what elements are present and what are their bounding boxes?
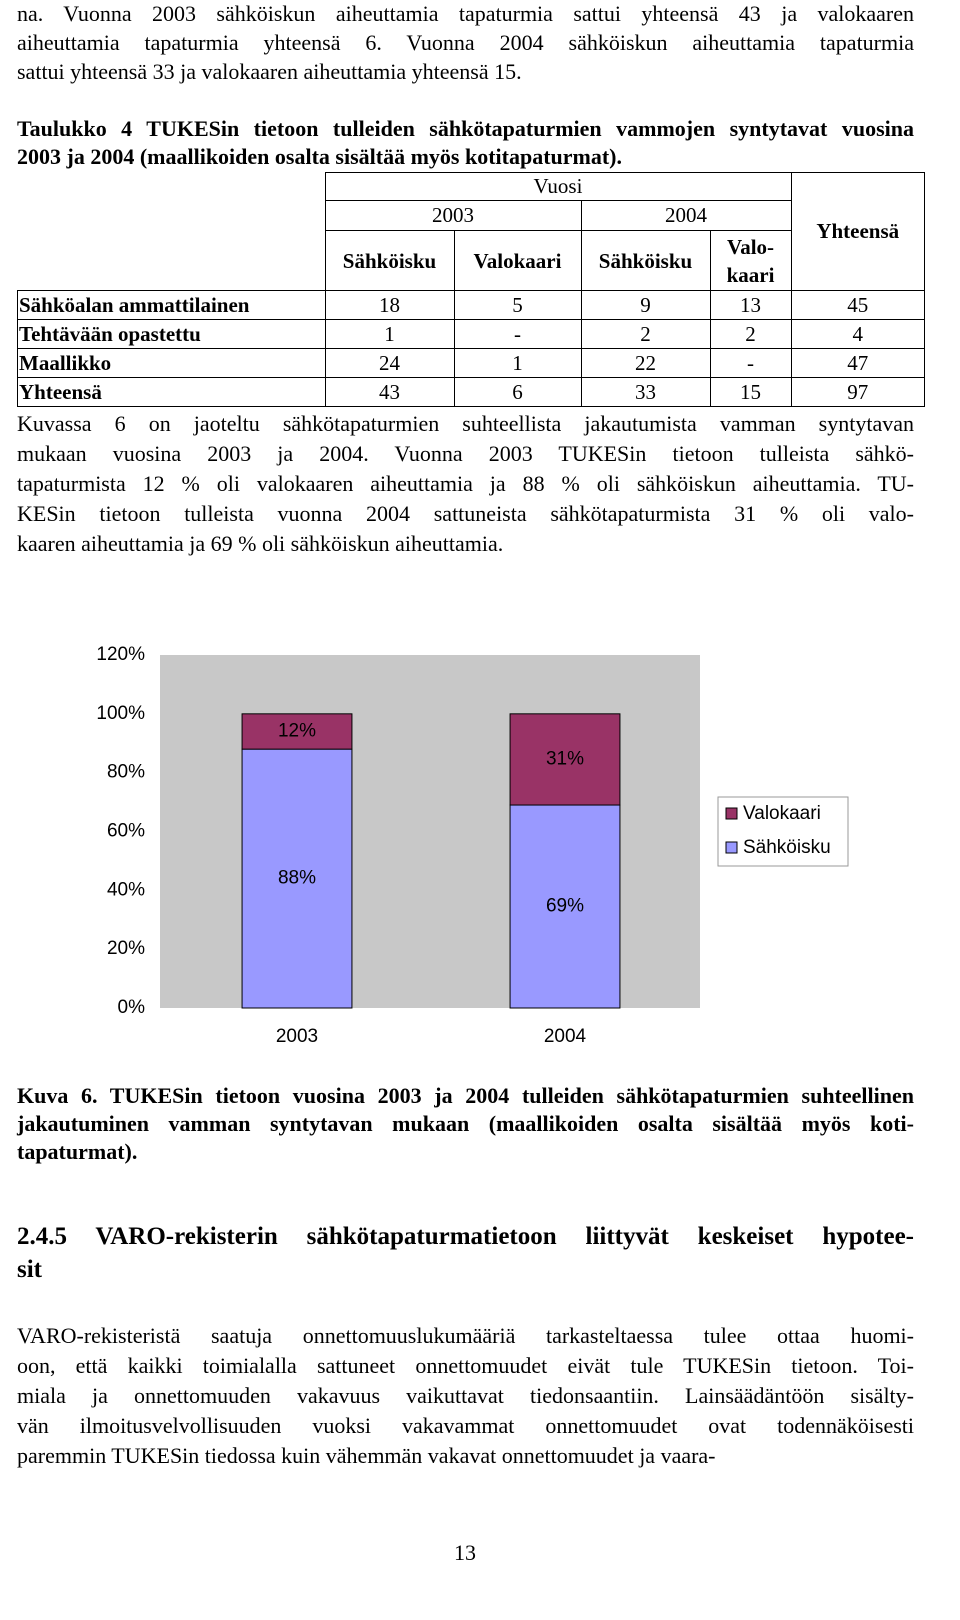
legend-swatch xyxy=(725,841,738,854)
table-row: 2003 2004 xyxy=(18,200,925,231)
y-tick-label: 40% xyxy=(107,879,145,900)
table-header: 2003 xyxy=(324,200,582,231)
text-line: miala ja onnettomuuden vakavuus vaikutta… xyxy=(17,1383,914,1408)
text-line: 2003 ja 2004 (maallikoiden osalta sisält… xyxy=(17,144,622,169)
legend-box xyxy=(717,796,849,867)
table-cell: Maallikko xyxy=(17,348,326,378)
table-cell: Sähköalan ammattilainen xyxy=(17,290,326,320)
table-header: Sähköisku xyxy=(324,230,455,291)
text-line: mukaan vuosina 2003 ja 2004. Vuonna 2003… xyxy=(17,441,914,466)
text-line: na. Vuonna 2003 sähköiskun aiheuttamia t… xyxy=(17,1,914,26)
table-cell: 1 xyxy=(324,319,455,349)
table-cell: - xyxy=(453,319,582,349)
chart: 0% 20% 40% 60% 80% 100% 120% 88% 12% 2003 69% 31% 20… xyxy=(96,644,849,1047)
text-line: sattui yhteensä 33 ja valokaaren aiheutt… xyxy=(17,59,522,84)
table-cell: 45 xyxy=(790,290,925,320)
x-tick-label: 2003 xyxy=(276,1026,318,1047)
bar-segment xyxy=(241,713,353,750)
legend-swatch xyxy=(725,807,738,820)
table-cell: 15 xyxy=(709,377,792,407)
text-line: tapaturmat). xyxy=(17,1139,138,1164)
table-cell xyxy=(17,172,326,291)
table-cell: 22 xyxy=(580,348,711,378)
y-tick-label: 0% xyxy=(118,997,146,1018)
table-row: Tehtävään opastettu 1-2 2 4 xyxy=(17,319,925,349)
table-cell: 97 xyxy=(790,377,925,407)
x-tick-label: 2004 xyxy=(544,1026,587,1047)
table-cell: 4 xyxy=(790,319,925,349)
table-row: Yhteensä 43 6 33 15 97 xyxy=(17,377,925,407)
bar-segment xyxy=(509,804,621,1009)
legend-label: Sähköisku xyxy=(743,837,831,858)
text-line: oon, että kaikki toimialalla sattuneet o… xyxy=(17,1353,914,1378)
text-line: Kuvassa 6 on jaoteltu sähkötapaturmien s… xyxy=(17,411,914,436)
text-line: paremmin TUKESin tiedossa kuin vähemmän … xyxy=(17,1443,716,1468)
table-cell: 47 xyxy=(790,348,925,378)
table-cell: 1 xyxy=(453,348,582,378)
y-tick-label: 60% xyxy=(107,821,145,842)
table-cell: 9 xyxy=(580,290,711,320)
y-tick-label: 120% xyxy=(96,644,145,665)
text-line: vän ilmoitusvelvollisuuden vuoksi vakava… xyxy=(17,1413,914,1438)
table-cell: 2 xyxy=(709,319,792,349)
table-cell: Tehtävään opastettu xyxy=(17,319,326,349)
text-line: Taulukko 4 TUKESin tietoon tulleiden säh… xyxy=(17,116,914,141)
page-number: 13 xyxy=(454,1540,476,1565)
text-line: tapaturmista 12 % oli valokaaren aiheutt… xyxy=(17,471,914,496)
table-cell: 6 xyxy=(453,377,582,407)
data-label: 69% xyxy=(546,896,584,917)
table-header: Valo- kaari xyxy=(709,230,792,291)
table-cell: Yhteensä xyxy=(17,377,326,407)
y-tick-label: 20% xyxy=(107,938,145,959)
y-tick-label: 100% xyxy=(96,703,145,724)
bar-segment xyxy=(241,748,353,1009)
data-table: Vuosi Yhteensä 2003 2004 Sähköisku Valokaari S… xyxy=(17,172,925,407)
data-label: 31% xyxy=(546,748,584,769)
text-line: KESin tietoon tulleista vuonna 2004 satt… xyxy=(17,501,914,526)
table-cell: 24 xyxy=(324,348,455,378)
table-header: Valokaari xyxy=(453,230,582,291)
text-line: jakautuminen vamman syntytavan mukaan (m… xyxy=(17,1111,914,1136)
table-row: Vuosi Yhteensä xyxy=(17,172,925,291)
legend-label: Valokaari xyxy=(743,803,821,824)
text-line: Kuva 6. TUKESin tietoon vuosina 2003 ja … xyxy=(17,1083,914,1108)
table-header: Sähköisku xyxy=(580,230,711,291)
table-cell: 33 xyxy=(580,377,711,407)
text-line: 2.4.5 VARO-rekisterin sähkötapaturmatiet… xyxy=(17,1223,914,1250)
bar-segment xyxy=(509,713,621,806)
table-row: Sähköalan ammattilainen 18 5 9 13 45 xyxy=(17,290,925,320)
table-header: Yhteensä xyxy=(790,172,925,291)
table-cell: 13 xyxy=(709,290,792,320)
text-line: sit xyxy=(17,1256,42,1283)
text-line: kaaren aiheuttamia ja 69 % oli sähköisku… xyxy=(17,531,504,556)
table-header: 2004 xyxy=(580,200,792,231)
table-cell: - xyxy=(709,348,792,378)
data-label: 12% xyxy=(278,720,316,741)
table-header: Vuosi xyxy=(324,172,792,201)
table-cell: 43 xyxy=(324,377,455,407)
text-line: aiheuttamia tapaturmia yhteensä 6. Vuonn… xyxy=(17,30,914,55)
table-cell: 18 xyxy=(324,290,455,320)
table-row: Maallikko 24 1 22-47 xyxy=(17,348,925,378)
data-label: 88% xyxy=(278,868,316,889)
text-line: VARO-rekisteristä saatuja onnettomuusluk… xyxy=(17,1323,914,1348)
table-cell: 5 xyxy=(453,290,582,320)
y-tick-label: 80% xyxy=(107,762,145,783)
table-cell: 2 xyxy=(580,319,711,349)
